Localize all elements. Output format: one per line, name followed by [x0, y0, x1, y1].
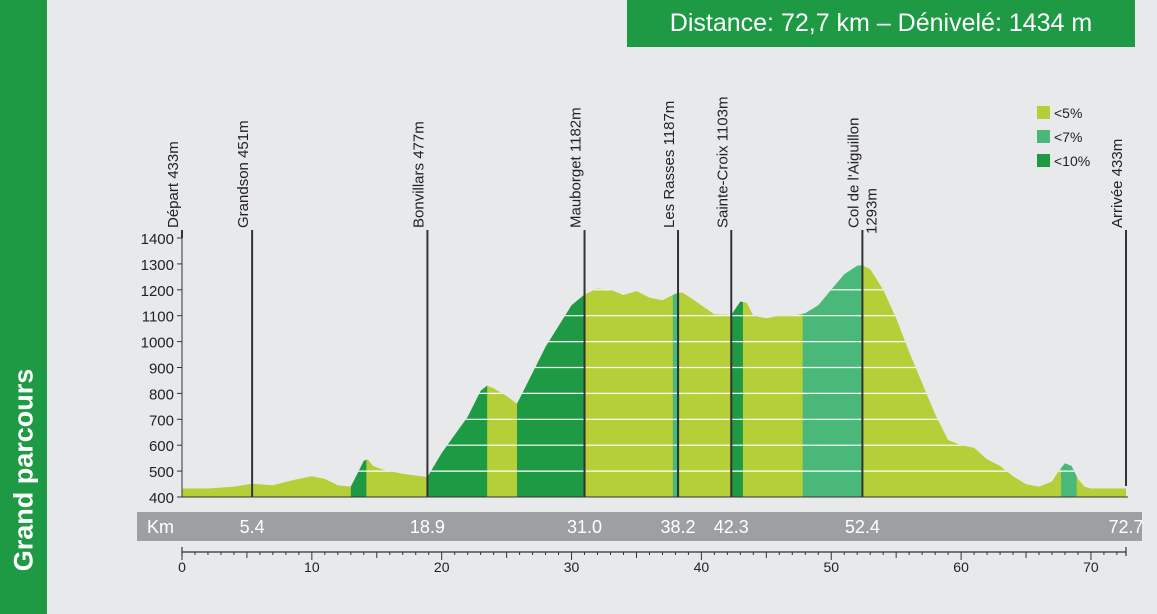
km-bar-title: Km: [147, 517, 174, 537]
legend-label: <10%: [1054, 153, 1090, 169]
gradient-band: [1061, 265, 1078, 497]
gradient-band: [679, 265, 732, 497]
y-tick-label: 800: [149, 386, 174, 403]
gradient-band: [487, 265, 518, 497]
y-tick-label: 1400: [141, 231, 174, 248]
x-tick-label: 70: [1083, 559, 1099, 575]
gradient-band: [427, 265, 488, 497]
x-tick-label: 30: [564, 559, 580, 575]
gradient-band: [802, 265, 863, 497]
x-tick-label: 60: [953, 559, 969, 575]
gradient-band: [731, 265, 744, 497]
sidebar: Grand parcours: [0, 0, 47, 614]
x-tick-label: 20: [434, 559, 450, 575]
km-bar: [137, 512, 1142, 541]
waypoint-label-elevation: 1293m: [863, 188, 880, 234]
x-tick-label: 50: [823, 559, 839, 575]
km-marker: 38.2: [660, 517, 695, 537]
waypoint-label: Bonvillars 477m: [410, 121, 427, 228]
y-tick-label: 600: [149, 438, 174, 455]
waypoint-label: Mauborget 1182m: [568, 107, 585, 228]
km-marker: 31.0: [567, 517, 602, 537]
gradient-band: [1076, 265, 1126, 497]
waypoint-label: Grandson 451m: [235, 120, 252, 228]
x-tick-label: 10: [304, 559, 320, 575]
y-tick-label: 900: [149, 361, 174, 378]
gradient-band: [672, 265, 680, 497]
km-marker: 5.4: [240, 517, 265, 537]
distance-banner: Distance: 72,7 km – Dénivelé: 1434 m: [627, 0, 1135, 47]
waypoint-label: Sainte-Croix 1103m: [714, 97, 731, 228]
y-tick-label: 1000: [141, 335, 174, 352]
legend-swatch: [1037, 154, 1050, 167]
x-tick-label: 0: [178, 559, 186, 575]
gradient-band: [182, 265, 352, 497]
waypoint-label: Col de l'Aiguillon: [845, 118, 862, 228]
legend-swatch: [1037, 106, 1050, 119]
km-marker: 18.9: [410, 517, 445, 537]
y-tick-label: 700: [149, 412, 174, 429]
km-marker: 42.3: [714, 517, 749, 537]
km-marker: 72.7: [1108, 517, 1143, 537]
km-marker: 52.4: [845, 517, 880, 537]
gradient-band: [584, 265, 674, 497]
y-tick-label: 1100: [142, 309, 174, 326]
y-tick-label: 400: [149, 490, 174, 507]
waypoint-label: Les Rasses 1187m: [661, 101, 678, 228]
gradient-band: [862, 265, 1062, 497]
legend-label: <7%: [1054, 129, 1082, 145]
gradient-band: [742, 265, 804, 497]
legend-swatch: [1037, 130, 1050, 143]
gradient-band: [517, 265, 585, 497]
waypoint-label: Départ 433m: [165, 141, 182, 228]
x-tick-label: 40: [694, 559, 710, 575]
y-tick-label: 500: [149, 464, 174, 481]
legend-label: <5%: [1054, 105, 1082, 121]
gradient-band: [350, 265, 367, 497]
waypoint-label: Arrivée 433m: [1109, 139, 1126, 228]
y-tick-label: 1300: [141, 257, 174, 274]
profile-area: [182, 265, 1126, 497]
gradient-band: [366, 265, 428, 497]
y-tick-label: 1200: [141, 283, 174, 300]
